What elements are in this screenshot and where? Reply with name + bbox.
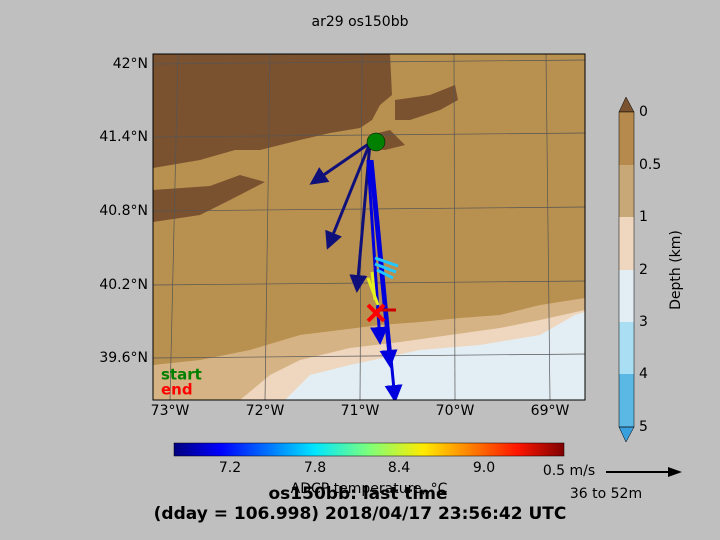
lon-labels: 73°W 72°W 71°W 70°W 69°W: [151, 403, 570, 419]
lon-label: 73°W: [151, 403, 190, 419]
depth-tick: 1: [639, 209, 648, 225]
lon-label: 70°W: [436, 403, 475, 419]
depth-label: Depth (km): [668, 230, 684, 310]
temperature-tick: 9.0: [473, 460, 495, 476]
title: ar29 os150bb: [312, 14, 409, 30]
temperature-label: ADCP temperature, °C: [291, 481, 448, 497]
temperature-tick: 7.2: [219, 460, 241, 476]
temperature-colorbar: 7.2 7.8 8.4 9.0 ADCP temperature, °C: [173, 442, 565, 497]
depth-tick: 2: [639, 262, 648, 278]
scale-depth: 36 to 52m: [570, 486, 642, 502]
lat-label: 40.2°N: [99, 277, 148, 293]
lat-label: 42°N: [113, 56, 148, 72]
depth-tick: 3: [639, 314, 648, 330]
scale-speed: 0.5 m/s: [543, 463, 595, 479]
depth-tick: 0: [639, 104, 648, 120]
lon-label: 72°W: [246, 403, 285, 419]
lat-labels: 42°N 41.4°N 40.8°N 40.2°N 39.6°N: [99, 56, 148, 366]
legend-end: end: [161, 381, 193, 399]
depth-colorbar: 0 0.5 1 2 3 4 5 Depth (km): [618, 96, 684, 443]
temperature-tick: 8.4: [388, 460, 410, 476]
depth-tick: 4: [639, 366, 648, 382]
map: [153, 54, 585, 400]
lon-label: 71°W: [341, 403, 380, 419]
depth-tick: 5: [639, 419, 648, 435]
lon-label: 69°W: [531, 403, 570, 419]
footer-line: (dday = 106.998) 2018/04/17 23:56:42 UTC: [154, 504, 567, 524]
footer-line: os150bb: last time: [269, 484, 448, 504]
lat-label: 40.8°N: [99, 203, 148, 219]
lat-label: 41.4°N: [99, 129, 148, 145]
temperature-tick: 7.8: [304, 460, 326, 476]
legend-start: start: [161, 366, 202, 384]
depth-tick: 0.5: [639, 157, 661, 173]
lat-label: 39.6°N: [99, 350, 148, 366]
